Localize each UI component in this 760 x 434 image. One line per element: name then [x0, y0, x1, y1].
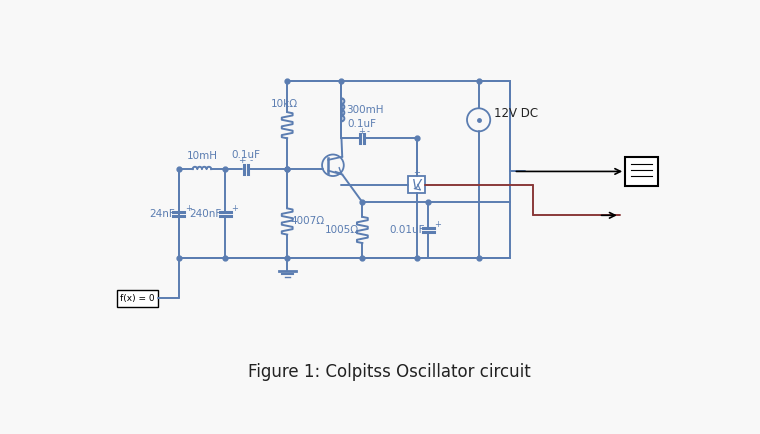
- Text: 24nF: 24nF: [149, 209, 175, 219]
- Text: +: +: [413, 168, 420, 177]
- Text: 0.01uF: 0.01uF: [390, 225, 425, 235]
- FancyBboxPatch shape: [118, 290, 158, 307]
- Text: +: +: [231, 204, 239, 213]
- Text: 12V DC: 12V DC: [494, 107, 538, 120]
- Text: 300mH: 300mH: [346, 105, 384, 115]
- Text: 0.1uF: 0.1uF: [348, 119, 377, 129]
- Text: 4007Ω: 4007Ω: [290, 217, 325, 227]
- Text: V: V: [412, 178, 421, 191]
- Text: 0.1uF: 0.1uF: [232, 150, 261, 160]
- Text: 10kΩ: 10kΩ: [271, 99, 298, 109]
- Text: f(x) = 0: f(x) = 0: [120, 294, 155, 303]
- Text: -: -: [249, 156, 252, 165]
- FancyBboxPatch shape: [408, 176, 425, 193]
- FancyBboxPatch shape: [625, 157, 657, 186]
- Text: +: +: [358, 128, 365, 136]
- Text: 10mH: 10mH: [186, 151, 217, 161]
- Text: Figure 1: Colpitss Oscillator circuit: Figure 1: Colpitss Oscillator circuit: [248, 363, 531, 381]
- Text: +: +: [435, 220, 442, 229]
- Text: -: -: [367, 128, 370, 136]
- Text: 240nF: 240nF: [189, 209, 221, 219]
- Text: 1005Ω: 1005Ω: [325, 225, 359, 235]
- Text: +: +: [185, 204, 192, 213]
- Text: +: +: [239, 156, 246, 165]
